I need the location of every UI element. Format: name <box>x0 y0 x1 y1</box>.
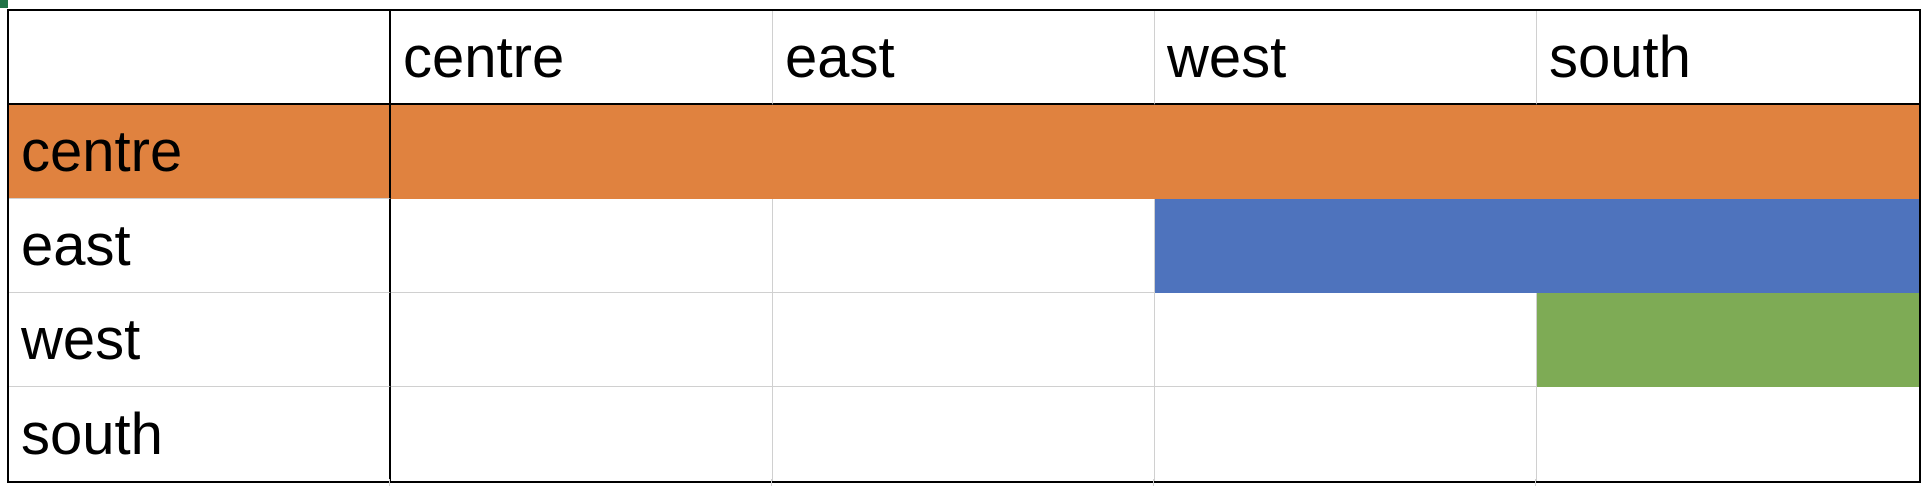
gridline <box>1153 479 1154 486</box>
gridline <box>1535 479 1536 486</box>
table-cell[interactable] <box>1155 293 1537 387</box>
table-cell[interactable] <box>391 293 773 387</box>
row-header-centre[interactable]: centre <box>9 105 391 199</box>
column-header-centre[interactable]: centre <box>391 11 773 105</box>
gridline <box>771 479 772 486</box>
table-cell[interactable] <box>1155 387 1537 481</box>
selection-corner-handle[interactable] <box>0 0 8 8</box>
matrix-table: centre east west south centre east west … <box>7 9 1921 483</box>
table-cell[interactable] <box>773 387 1155 481</box>
table-cell[interactable] <box>391 387 773 481</box>
table-cell[interactable] <box>1155 199 1537 293</box>
column-header-south[interactable]: south <box>1537 11 1919 105</box>
table-cell[interactable] <box>773 293 1155 387</box>
column-header-west[interactable]: west <box>1155 11 1537 105</box>
gridline-overflow <box>7 479 1917 486</box>
table-cell[interactable] <box>391 199 773 293</box>
row-header-south[interactable]: south <box>9 387 391 481</box>
corner-cell[interactable] <box>9 11 391 105</box>
row-header-east[interactable]: east <box>9 199 391 293</box>
gridline <box>389 479 390 486</box>
column-header-east[interactable]: east <box>773 11 1155 105</box>
table-cell[interactable] <box>1537 105 1919 199</box>
table-cell[interactable] <box>1537 199 1919 293</box>
table-cell[interactable] <box>391 105 773 199</box>
table-cell[interactable] <box>1537 293 1919 387</box>
table-cell[interactable] <box>1537 387 1919 481</box>
table-cell[interactable] <box>1155 105 1537 199</box>
row-header-west[interactable]: west <box>9 293 391 387</box>
table-cell[interactable] <box>773 199 1155 293</box>
table-cell[interactable] <box>773 105 1155 199</box>
